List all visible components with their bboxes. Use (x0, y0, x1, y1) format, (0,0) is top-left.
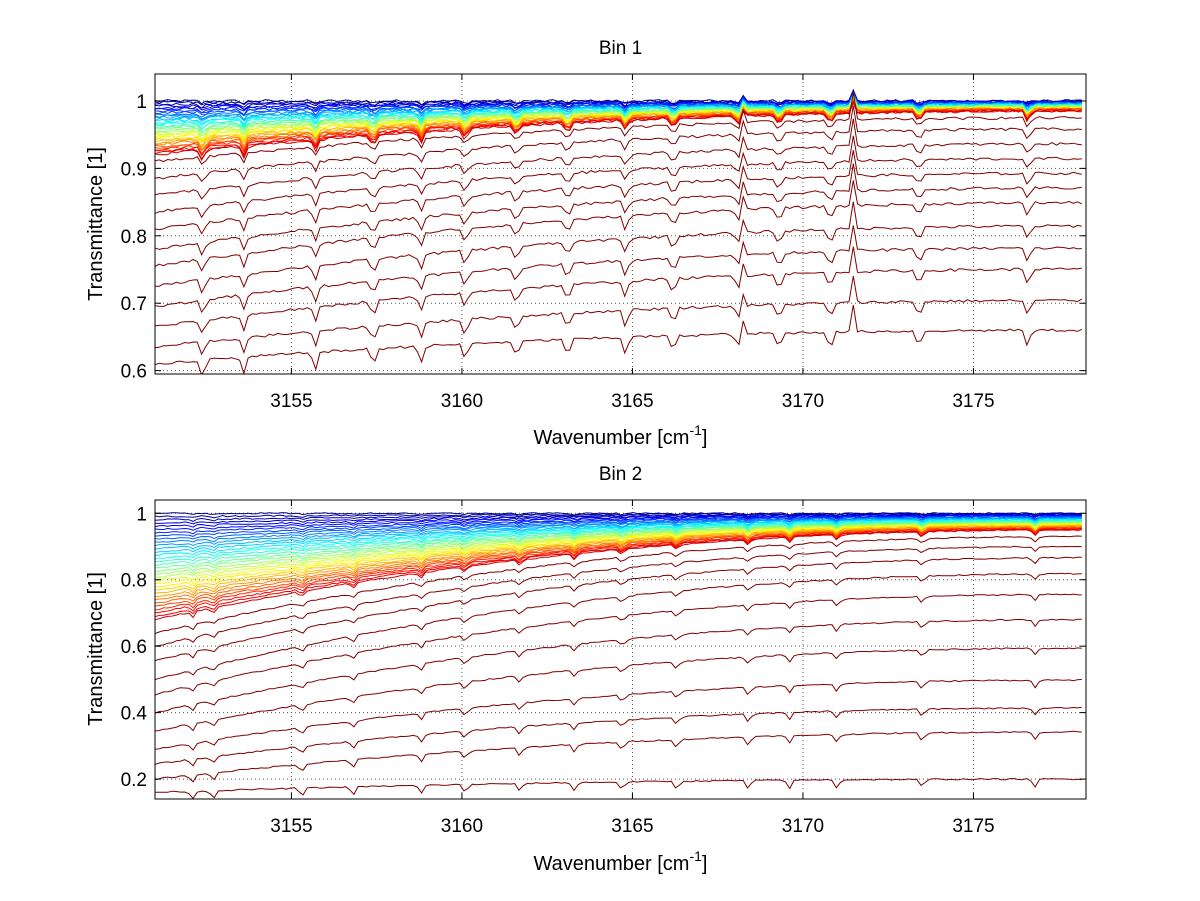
x-axis-label-main: Wavenumber [cm (534, 427, 690, 449)
x-axis-label: Wavenumber [cm-1] (534, 422, 708, 449)
plot-frame (154, 499, 1087, 800)
spectrum-line (155, 276, 1083, 356)
x-tick-label: 3170 (782, 391, 824, 412)
spectrum-line (155, 535, 1082, 634)
spectrum-line (155, 98, 1082, 152)
spectrum-line (155, 777, 1082, 799)
y-ticks: 0.6 0.7 0.8 0.9 1 (121, 92, 1086, 383)
spectrum-line (155, 545, 1082, 647)
series-clip (155, 512, 1082, 799)
spectrum-line (155, 515, 1082, 537)
plot-frame (154, 73, 1087, 375)
y-axis-label: Transmittance [1] (85, 572, 107, 726)
spectrum-line (155, 512, 1082, 519)
panel-bin-2: Bin 2 3155 3160 3165 3170 3175 0.2 0.4 0.6 0.8 1… (85, 464, 1087, 875)
spectrum-line (155, 118, 1082, 200)
spectrum-line (155, 99, 1082, 149)
spectrum-line (155, 163, 1082, 257)
spectrum-line (155, 514, 1082, 531)
spectrum-line (155, 556, 1082, 662)
spectrum-line (155, 517, 1082, 547)
spectrum-line (155, 706, 1082, 767)
spectrum-line (155, 304, 1083, 374)
y-tick-label: 0.7 (121, 294, 147, 315)
spectrum-line (155, 524, 1082, 591)
spectrum-line (155, 97, 1082, 137)
x-axis-label: Wavenumber [cm-1] (534, 848, 708, 875)
x-axis-label-sup: -1 (689, 848, 702, 864)
spectrum-line (155, 518, 1082, 557)
y-tick-label: 1 (136, 504, 147, 525)
spectrum-line (155, 521, 1082, 575)
spectrum-line (155, 516, 1082, 540)
spectrum-line (155, 135, 1082, 219)
series-group (155, 512, 1082, 799)
spectrum-line (155, 572, 1082, 681)
spectrum-line (155, 678, 1082, 751)
y-ticks: 0.2 0.4 0.6 0.8 1 (121, 504, 1086, 791)
spectrum-line (155, 225, 1082, 314)
spectrum-line (155, 180, 1083, 272)
spectrum-line (155, 647, 1082, 732)
x-axis-label-end: ] (702, 853, 708, 875)
x-axis-label-end: ] (702, 427, 708, 449)
spectrum-line (155, 101, 1082, 162)
x-tick-label: 3160 (441, 391, 483, 412)
spectrum-line (155, 150, 1082, 235)
y-tick-label: 1 (136, 92, 147, 113)
spectrum-line (155, 98, 1082, 144)
y-tick-label: 0.2 (121, 770, 147, 791)
series-group (155, 88, 1083, 374)
spectrum-line (155, 517, 1082, 550)
spectrum-line (155, 246, 1082, 334)
spectrum-line (155, 93, 1082, 116)
spectrum-line (155, 520, 1082, 569)
x-ticks: 3155 3160 3165 3170 3175 (270, 500, 995, 837)
x-tick-label: 3170 (782, 816, 824, 837)
y-tick-label: 0.8 (121, 571, 147, 592)
spectrum-line (155, 529, 1082, 621)
x-axis-label-main: Wavenumber [cm (534, 853, 690, 875)
y-tick-label: 0.8 (121, 227, 147, 248)
x-axis-label-sup: -1 (689, 422, 702, 438)
x-tick-label: 3160 (441, 816, 483, 837)
chart-title: Bin 1 (599, 38, 642, 59)
spectrum-line (155, 593, 1082, 696)
spectrum-line (155, 618, 1082, 714)
y-tick-label: 0.4 (121, 704, 148, 725)
x-tick-label: 3165 (611, 816, 653, 837)
spectrum-line (155, 92, 1082, 165)
x-ticks: 3155 3160 3165 3170 3175 (270, 74, 995, 412)
x-tick-label: 3155 (270, 391, 312, 412)
x-tick-label: 3165 (611, 391, 653, 412)
spectrum-line (155, 526, 1082, 604)
panel-bin-1: Bin 1 3155 3160 3165 3170 3175 0.6 0.7 0.8 0.9 1… (85, 38, 1087, 449)
spectrum-line (155, 522, 1082, 579)
chart-title: Bin 2 (599, 464, 642, 485)
spectrum-line (155, 730, 1082, 783)
y-axis-label: Transmittance [1] (85, 147, 107, 301)
y-tick-label: 0.6 (121, 637, 147, 658)
spectrum-line (155, 527, 1082, 611)
x-tick-label: 3175 (952, 816, 994, 837)
x-tick-label: 3155 (270, 816, 312, 837)
y-tick-label: 0.6 (121, 362, 147, 383)
x-tick-label: 3175 (952, 391, 994, 412)
spectrum-line (155, 105, 1082, 182)
series-clip (155, 88, 1083, 374)
y-tick-label: 0.9 (121, 159, 147, 180)
spectrum-line (155, 524, 1082, 594)
spectrum-line (155, 201, 1082, 294)
